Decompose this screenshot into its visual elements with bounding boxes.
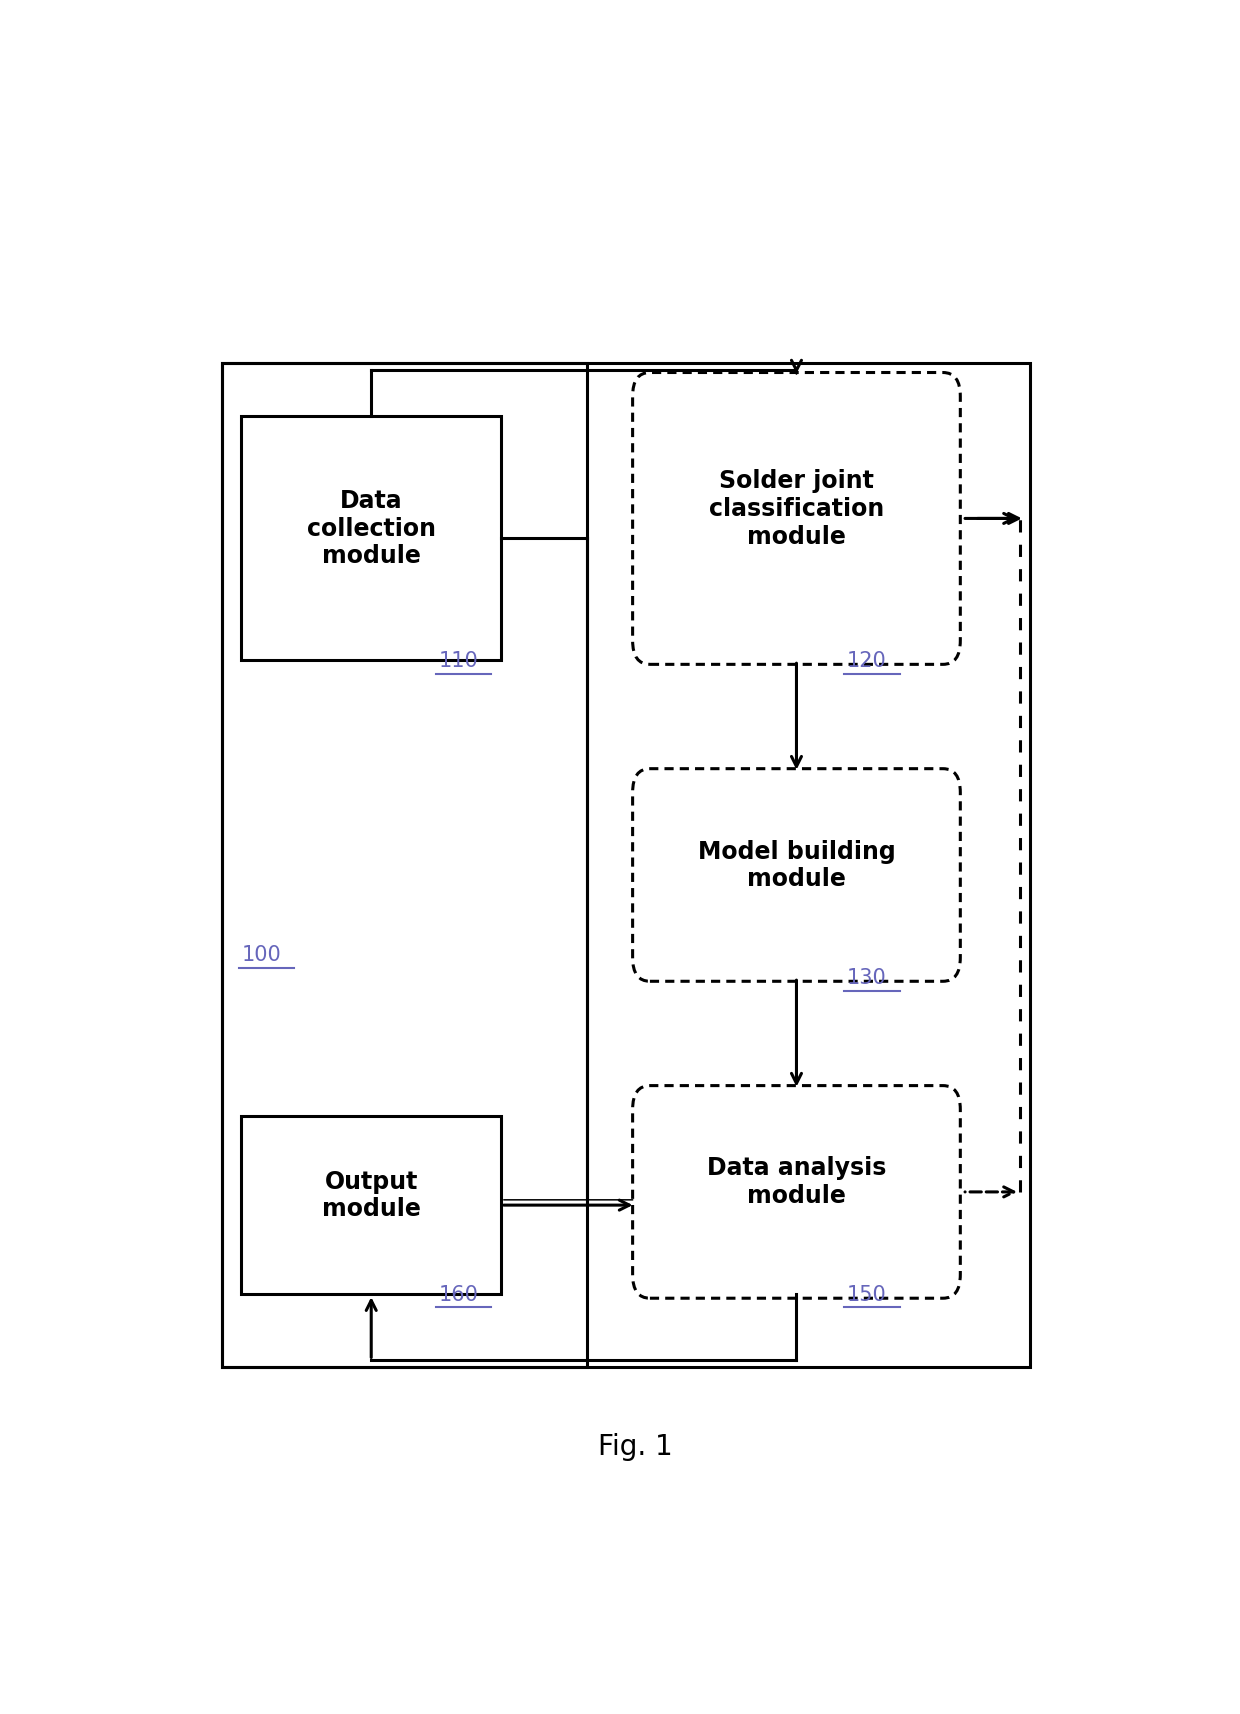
Text: 100: 100 <box>242 944 281 965</box>
Text: Output
module: Output module <box>322 1169 420 1220</box>
Bar <box>222 363 588 1368</box>
Text: Model building
module: Model building module <box>698 840 895 891</box>
FancyBboxPatch shape <box>632 1087 960 1299</box>
Text: 130: 130 <box>847 967 887 987</box>
Text: 150: 150 <box>847 1284 887 1304</box>
Text: Fig. 1: Fig. 1 <box>598 1433 673 1460</box>
Text: Data analysis
module: Data analysis module <box>707 1155 887 1208</box>
Text: Data
collection
module: Data collection module <box>306 488 435 567</box>
Text: Solder joint
classification
module: Solder joint classification module <box>709 470 884 548</box>
Text: 160: 160 <box>439 1284 479 1304</box>
Text: 110: 110 <box>439 650 479 670</box>
Text: 120: 120 <box>847 650 887 670</box>
Bar <box>242 417 501 662</box>
FancyBboxPatch shape <box>632 374 960 665</box>
Bar <box>222 363 1029 1368</box>
Bar <box>242 1116 501 1294</box>
FancyBboxPatch shape <box>632 770 960 982</box>
